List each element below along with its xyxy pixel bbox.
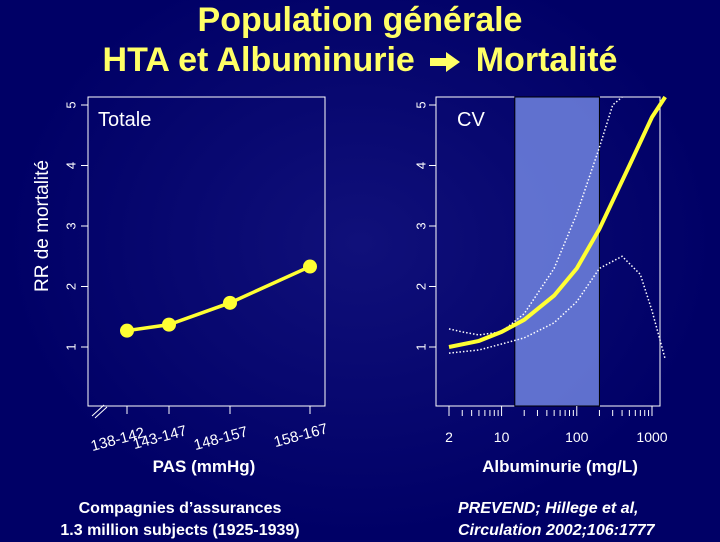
left-panel-frame xyxy=(87,96,326,407)
title-line-2-right: Mortalité xyxy=(475,41,618,79)
right-y-tick-label: 2 xyxy=(413,283,428,290)
data-point-138-142 xyxy=(120,323,134,338)
caption-left-line-1: Compagnies d’assurances xyxy=(78,500,282,517)
left-y-tick-label: 5 xyxy=(63,101,78,108)
title-line-2-left: HTA et Albuminurie xyxy=(102,41,415,79)
x-axis-label-right: Albuminurie (mg/L) xyxy=(482,457,638,476)
caption-left-line-2: 1.3 million subjects (1925-1939) xyxy=(60,522,300,539)
ci-lower-line xyxy=(448,255,666,360)
left-y-tick-label: 3 xyxy=(63,222,78,229)
left-y-tick-label: 4 xyxy=(63,162,78,169)
right-x-tick-label-100: 100 xyxy=(565,429,589,445)
right-y-tick-label: 5 xyxy=(413,101,428,108)
reference: PREVEND; Hillege et al, Circulation 2002… xyxy=(458,498,720,542)
right-x-tick-label-10: 10 xyxy=(494,429,510,445)
panel-label-cv: CV xyxy=(457,109,485,131)
arrow-right-icon xyxy=(430,52,461,73)
reference-line-2: Circulation 2002;106:1777 xyxy=(458,522,655,539)
axis-break-mark xyxy=(91,404,105,417)
data-point-148-157 xyxy=(223,295,237,310)
caption-left: Compagnies d’assurances 1.3 million subj… xyxy=(30,498,330,542)
series-line-cv xyxy=(448,95,667,349)
data-point-158-167 xyxy=(303,259,317,274)
y-axis-label: RR de mortalité xyxy=(32,160,53,292)
x-tick-label-148-157: 148-157 xyxy=(192,423,250,454)
right-y-tick-label: 4 xyxy=(413,162,428,169)
ci-upper-line xyxy=(448,96,623,336)
reference-line-1: PREVEND; Hillege et al, xyxy=(458,500,639,517)
right-x-tick-label-1000: 1000 xyxy=(636,429,667,445)
series-line-totale xyxy=(126,264,311,333)
title-line-2: HTA et Albuminurie Mortalité xyxy=(0,40,720,80)
right-x-tick-label-2: 2 xyxy=(445,429,453,445)
title-line-1: Population générale xyxy=(197,1,523,39)
x-tick-label-158-167: 158-167 xyxy=(272,420,330,451)
right-y-tick-label: 1 xyxy=(413,343,428,350)
panel-label-totale: Totale xyxy=(98,109,151,131)
axis-break-mark xyxy=(94,406,108,419)
left-y-tick-label: 2 xyxy=(63,283,78,290)
data-point-143-147 xyxy=(162,317,176,332)
right-y-tick-label: 3 xyxy=(413,222,428,229)
x-axis-label-left: PAS (mmHg) xyxy=(153,457,256,476)
left-y-tick-label: 1 xyxy=(63,343,78,350)
